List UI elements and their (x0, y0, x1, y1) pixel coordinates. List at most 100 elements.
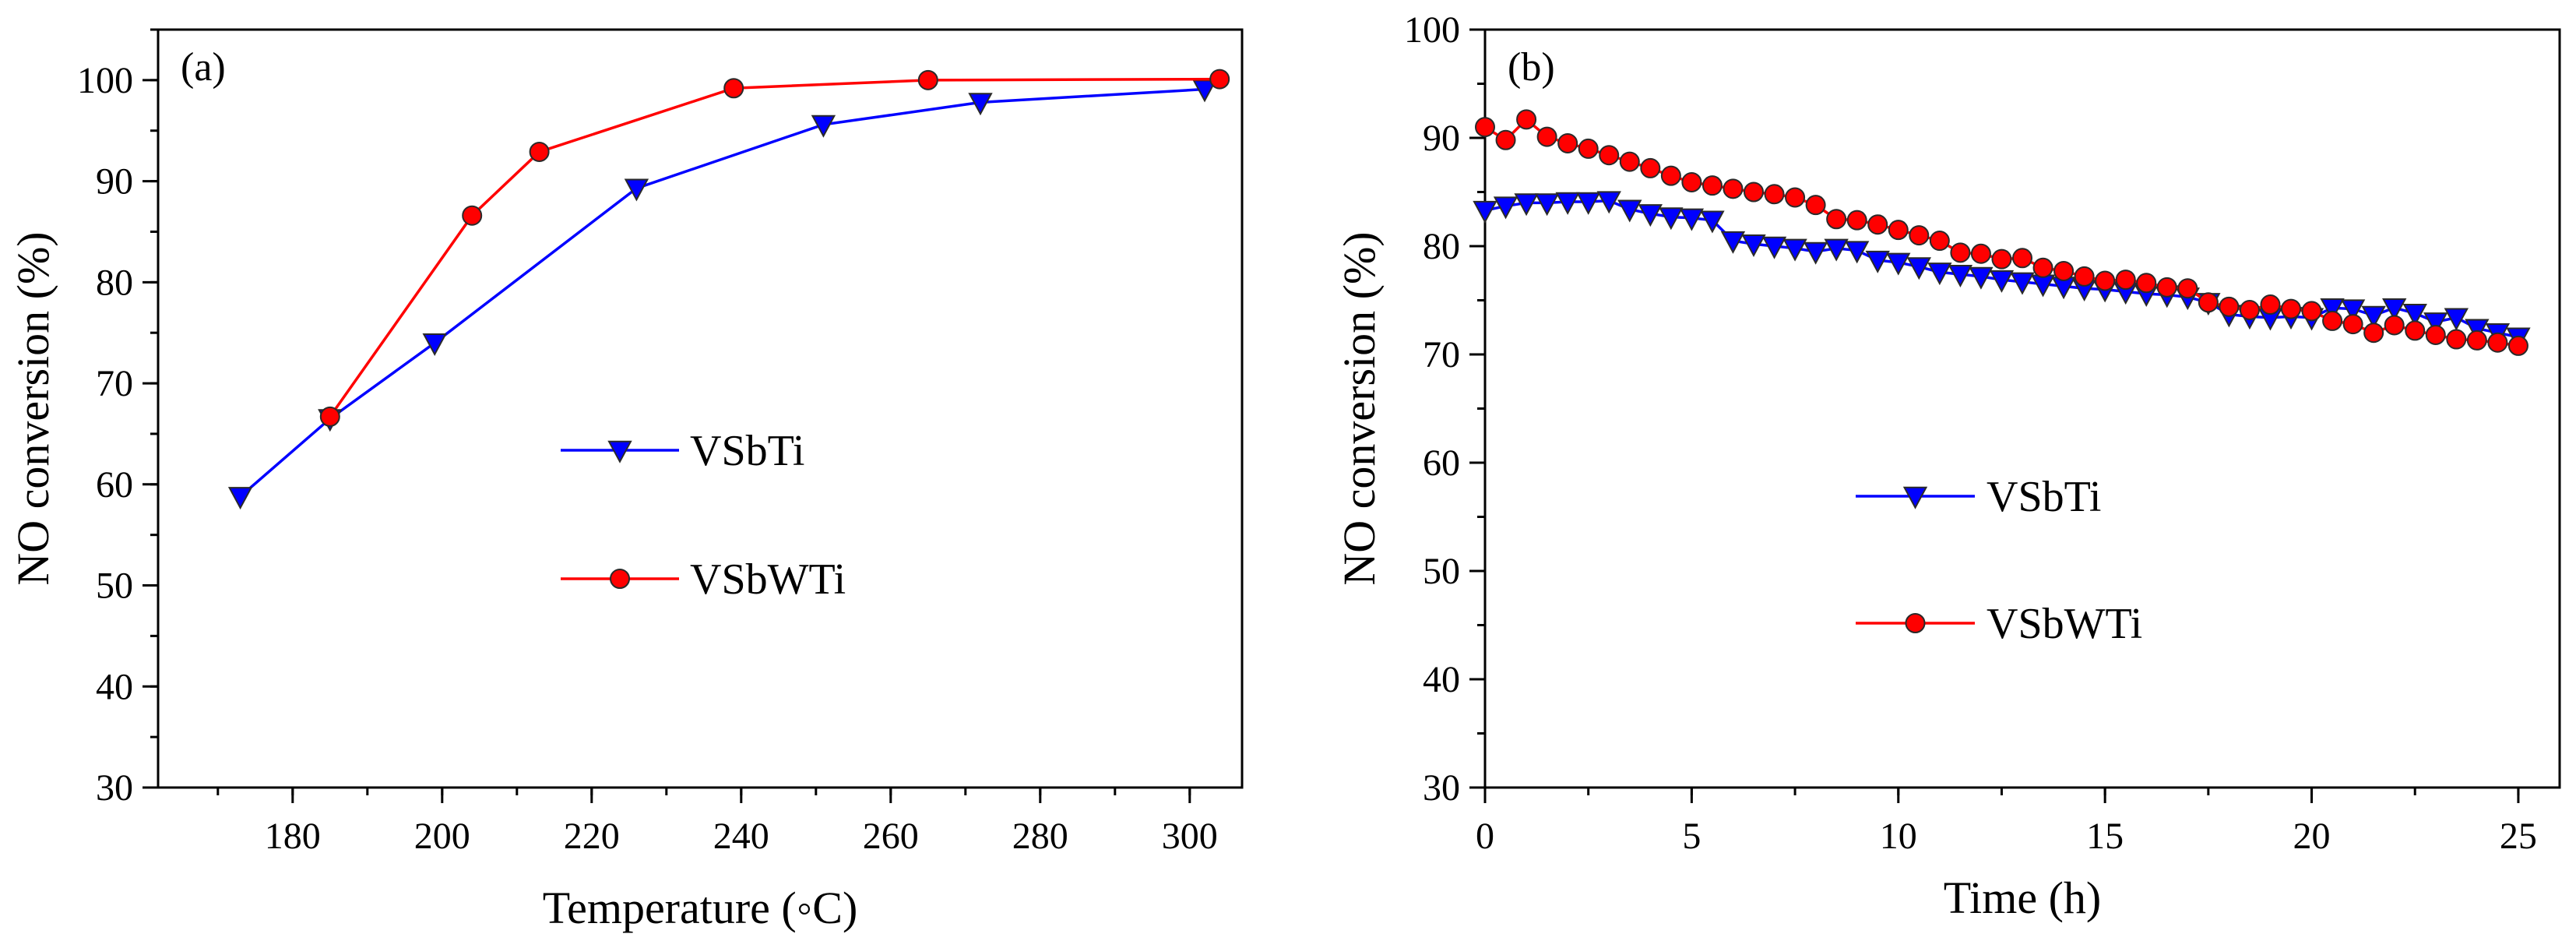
data-point-vsbwti (1805, 195, 1826, 216)
x-tick-label: 20 (2293, 816, 2331, 857)
legend-label: VSbTi (1987, 473, 2101, 521)
data-point-vsbwti (1209, 69, 1230, 90)
x-axis-title: Time (h) (1944, 872, 2102, 923)
data-point-vsbti (1659, 207, 1684, 231)
legend-marker (607, 440, 632, 463)
legend-label: VSbWTi (690, 555, 846, 604)
legend-entry-vsbwti: VSbWTi (1856, 600, 2142, 648)
data-point-vsbwti (2363, 322, 2384, 344)
data-point-vsbti (2402, 303, 2427, 326)
data-point-vsbwti (2446, 329, 2467, 350)
data-point-vsbwti (2405, 320, 2426, 341)
data-point-vsbti (1534, 193, 1560, 217)
series-vsbwti (319, 69, 1230, 427)
data-point-vsbwti (1701, 175, 1723, 196)
data-point-vsbwti (1867, 214, 1888, 235)
y-tick-label: 30 (1423, 767, 1460, 809)
y-tick-label: 80 (96, 262, 133, 303)
data-point-vsbti (1865, 250, 1890, 273)
data-point-vsbwti (2466, 330, 2487, 351)
data-point-vsbti (2423, 312, 2448, 336)
data-point-vsbti (1493, 196, 1519, 220)
y-tick-label: 30 (96, 767, 133, 809)
data-point-vsbwti (2260, 294, 2281, 315)
data-point-vsbti (1761, 236, 1787, 259)
data-point-vsbwti (2322, 310, 2343, 331)
x-tick-label: 300 (1162, 816, 1218, 857)
data-point-vsbwti (1619, 151, 1640, 172)
data-point-vsbti (968, 93, 993, 116)
x-tick-label: 15 (2086, 816, 2124, 857)
data-point-vsbwti (2095, 270, 2116, 291)
data-point-vsbwti (2219, 296, 2240, 317)
data-point-vsbwti (1660, 165, 1681, 186)
y-tick-label: 40 (96, 666, 133, 707)
data-point-vsbti (2465, 319, 2490, 342)
data-point-vsbti (2361, 305, 2386, 329)
x-tick-label: 240 (713, 816, 769, 857)
y-tick-label: 50 (1423, 551, 1460, 592)
data-point-vsbti (1741, 234, 1766, 258)
data-point-vsbti (1473, 200, 1497, 224)
data-point-vsbti (1700, 210, 1725, 234)
y-tick-label: 90 (96, 161, 133, 203)
data-point-vsbwti (2425, 324, 2446, 345)
data-point-vsbti (624, 178, 649, 202)
data-point-vsbwti (2053, 260, 2075, 281)
data-point-vsbwti (2198, 292, 2219, 313)
legend-marker (1905, 613, 1926, 633)
y-tick-label: 50 (96, 566, 133, 607)
data-point-vsbwti (2156, 277, 2177, 298)
data-point-vsbwti (2384, 315, 2405, 336)
data-point-vsbwti (723, 78, 744, 99)
data-point-vsbti (1824, 238, 1849, 262)
y-tick-label: 80 (1423, 226, 1460, 267)
data-point-vsbti (1886, 252, 1911, 276)
data-point-vsbwti (1991, 248, 2012, 270)
x-tick-label: 180 (265, 816, 321, 857)
data-point-vsbwti (2177, 278, 2198, 299)
legend-marker (1902, 486, 1928, 509)
data-point-vsbti (227, 487, 253, 510)
data-point-vsbwti (1516, 109, 1537, 130)
x-tick-label: 260 (863, 816, 919, 857)
data-point-vsbti (2010, 272, 2035, 295)
data-point-vsbti (811, 115, 836, 138)
y-axis-title: NO conversion (%) (1334, 231, 1385, 585)
legend-label: VSbWTi (1987, 600, 2142, 648)
data-point-vsbti (1576, 192, 1601, 215)
data-point-vsbwti (1723, 178, 1744, 199)
data-point-vsbti (1989, 270, 2015, 293)
data-point-vsbti (1720, 231, 1746, 254)
x-tick-label: 0 (1476, 816, 1494, 857)
y-tick-label: 40 (1423, 659, 1460, 700)
data-point-vsbti (2382, 298, 2407, 322)
data-point-vsbwti (2487, 332, 2508, 353)
x-tick-label: 5 (1682, 816, 1701, 857)
data-point-vsbwti (529, 141, 550, 162)
data-point-vsbwti (2507, 335, 2528, 356)
data-point-vsbwti (2115, 270, 2136, 291)
data-point-vsbwti (1888, 220, 1909, 241)
data-point-vsbti (1948, 264, 1973, 287)
data-point-vsbwti (2281, 298, 2301, 319)
series-line-vsbwti (329, 77, 1220, 418)
data-point-vsbwti (1599, 145, 1620, 166)
legend-label: VSbTi (690, 427, 804, 475)
data-point-vsbwti (1846, 210, 1867, 231)
x-tick-label: 10 (1880, 816, 1917, 857)
data-point-vsbti (1617, 199, 1642, 223)
y-tick-label: 100 (1404, 9, 1460, 51)
x-tick-label: 280 (1012, 816, 1068, 857)
y-tick-label: 100 (77, 60, 133, 101)
panel-label: (a) (181, 45, 226, 90)
data-point-vsbwti (1495, 129, 1516, 150)
x-tick-label: 220 (564, 816, 620, 857)
data-point-vsbwti (1640, 157, 1661, 178)
data-point-vsbwti (1909, 225, 1930, 246)
data-point-vsbti (1845, 241, 1870, 264)
x-tick-label: 25 (2500, 816, 2537, 857)
data-point-vsbti (2444, 308, 2469, 331)
data-point-vsbwti (1536, 126, 1557, 147)
data-point-vsbwti (2136, 273, 2157, 294)
